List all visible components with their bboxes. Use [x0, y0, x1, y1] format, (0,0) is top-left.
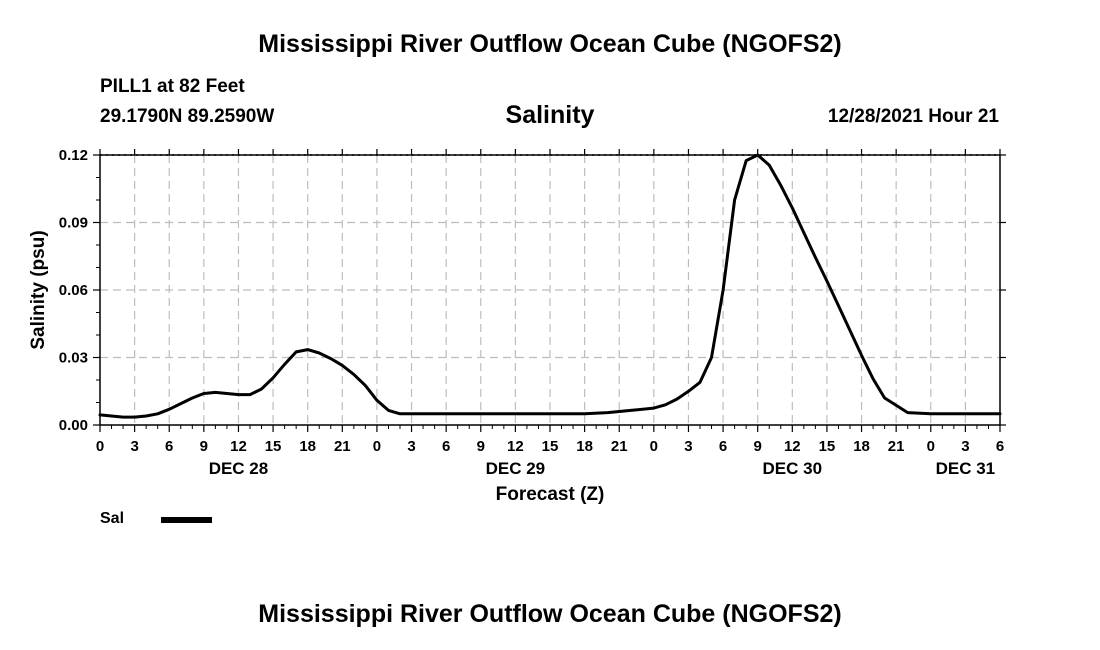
date-label: DEC 28 [209, 459, 269, 478]
x-tick-label: 21 [611, 438, 628, 455]
x-tick-label: 0 [927, 438, 935, 455]
x-tick-label: 18 [853, 438, 870, 455]
x-tick-label: 0 [96, 438, 104, 455]
y-tick-label: 0.09 [59, 215, 88, 232]
chart-subtitle: Salinity [505, 101, 595, 129]
x-tick-label: 9 [754, 438, 762, 455]
x-tick-label: 12 [784, 438, 801, 455]
y-tick-label: 0.00 [59, 417, 88, 434]
x-tick-label: 9 [200, 438, 208, 455]
grid [100, 155, 1000, 425]
x-tick-label: 15 [542, 438, 559, 455]
x-tick-label: 3 [130, 438, 138, 455]
x-tick-label: 3 [684, 438, 692, 455]
second-chart-title: Mississippi River Outflow Ocean Cube (NG… [258, 600, 842, 628]
axis-ticks [93, 149, 1006, 432]
legend-label: Sal [100, 510, 125, 527]
date-label: DEC 31 [936, 459, 996, 478]
coordinates-label: 29.1790N 89.2590W [100, 106, 275, 127]
x-tick-label: 18 [299, 438, 316, 455]
series-line-sal [98, 153, 1002, 419]
x-tick-label: 21 [888, 438, 905, 455]
legend-swatch [161, 517, 212, 523]
x-tick-label: 9 [477, 438, 485, 455]
x-tick-label: 12 [230, 438, 247, 455]
x-tick-label: 3 [407, 438, 415, 455]
station-label: PILL1 at 82 Feet [100, 76, 245, 97]
x-tick-label: 18 [576, 438, 593, 455]
date-label: DEC 30 [763, 459, 823, 478]
x-tick-label: 15 [819, 438, 836, 455]
y-tick-label: 0.03 [59, 350, 88, 367]
x-tick-label: 6 [719, 438, 727, 455]
y-axis-label: Salinity (psu) [28, 230, 49, 349]
x-tick-label: 0 [650, 438, 658, 455]
x-tick-label: 6 [442, 438, 450, 455]
axis-tick-labels: 0 3 6 9 12 15 18 21 0 3 6 9 12 15 18 21 0 3 6 9 12 15 18 21 0 3 6 0… [59, 147, 1004, 478]
x-tick-label: 12 [507, 438, 524, 455]
y-tick-label: 0.12 [59, 147, 88, 164]
forecast-datetime: 12/28/2021 Hour 21 [827, 106, 999, 127]
x-tick-label: 21 [334, 438, 351, 455]
x-tick-label: 15 [265, 438, 282, 455]
x-tick-label: 6 [165, 438, 173, 455]
x-tick-label: 6 [996, 438, 1004, 455]
chart-title: Mississippi River Outflow Ocean Cube (NG… [258, 30, 842, 58]
date-label: DEC 29 [486, 459, 546, 478]
x-axis-label: Forecast (Z) [496, 484, 605, 505]
y-tick-label: 0.06 [59, 282, 88, 299]
x-tick-label: 3 [961, 438, 969, 455]
x-tick-label: 0 [373, 438, 381, 455]
